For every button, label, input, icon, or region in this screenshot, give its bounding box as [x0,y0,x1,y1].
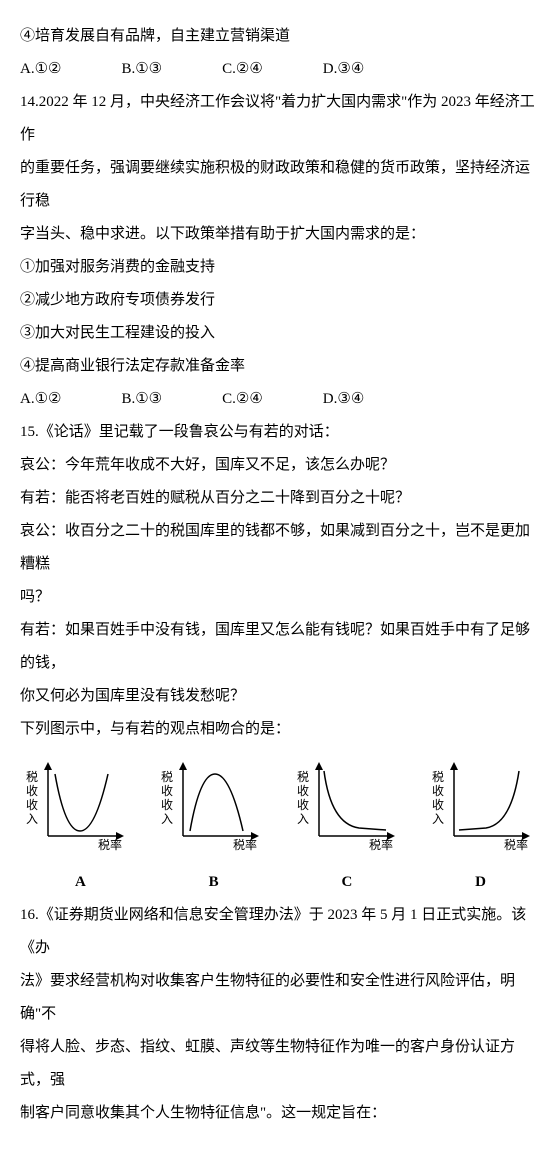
q15-prompt: 下列图示中，与有若的观点相吻合的是： [20,713,536,746]
q14-stem-3: 字当头、稳中求进。以下政策举措有助于扩大国内需求的是： [20,218,536,251]
q14-options: A.①② B.①③ C.②④ D.③④ [20,383,536,416]
q15-dialog-4b: 你又何必为国库里没有钱发愁呢？ [20,680,536,713]
chart-a-y1: 税 [26,770,38,784]
chart-d-svg: 税 收 收 入 税率 [426,756,536,851]
chart-b-y3: 收 [161,798,173,812]
q13-opt-c: C.②④ [222,53,263,86]
q15-dialog-2: 有若：能否将老百姓的赋税从百分之二十降到百分之十呢？ [20,482,536,515]
chart-d: 税 收 收 入 税率 [426,756,536,851]
chart-d-x: 税率 [504,837,528,851]
chart-d-y2: 收 [432,784,444,798]
chart-a-y4: 入 [26,812,38,826]
chart-c-y2: 收 [297,784,309,798]
chart-c-x: 税率 [369,837,393,851]
chart-c-y3: 收 [297,798,309,812]
q13-opt-b: B.①③ [121,53,162,86]
q14-stem-2: 的重要任务，强调要继续实施积极的财政政策和稳健的货币政策，坚持经济运行稳 [20,152,536,218]
chart-a-y3: 收 [26,798,38,812]
q16-l4: 制客户同意收集其个人生物特征信息"。这一规定旨在： [20,1097,536,1130]
q15-dialog-1: 哀公：今年荒年收成不大好，国库又不足，该怎么办呢？ [20,449,536,482]
chart-label-a: A [75,866,86,899]
q14-item3: ③加大对民生工程建设的投入 [20,317,536,350]
chart-c-y4: 入 [297,812,309,826]
chart-d-y4: 入 [432,812,444,826]
chart-d-y3: 收 [432,798,444,812]
q15-stem: 15.《论话》里记载了一段鲁哀公与有若的对话： [20,416,536,449]
q13-opt-a: A.①② [20,53,61,86]
chart-c-svg: 税 收 收 入 税率 [291,756,401,851]
chart-row: 税 收 收 入 税率 税 收 收 入 税率 税 收 [20,756,536,851]
q16-l2: 法》要求经营机构对收集客户生物特征的必要性和安全性进行风险评估，明确"不 [20,965,536,1031]
q15-dialog-3b: 吗？ [20,581,536,614]
chart-label-b: B [209,866,219,899]
q13-options: A.①② B.①③ C.②④ D.③④ [20,53,536,86]
chart-label-c: C [341,866,352,899]
q15-dialog-3a: 哀公：收百分之二十的税国库里的钱都不够，如果减到百分之十，岂不是更加糟糕 [20,515,536,581]
chart-a-x: 税率 [98,837,122,851]
chart-b: 税 收 收 入 税率 [155,756,265,851]
q16-l1: 16.《证券期货业网络和信息安全管理办法》于 2023 年 5 月 1 日正式实… [20,899,536,965]
chart-c: 税 收 收 入 税率 [291,756,401,851]
chart-b-y4: 入 [161,812,173,826]
chart-label-d: D [475,866,486,899]
q14-item2: ②减少地方政府专项债券发行 [20,284,536,317]
q14-opt-a: A.①② [20,383,61,416]
chart-label-row: A B C D [20,866,536,899]
q14-opt-c: C.②④ [222,383,263,416]
chart-c-y1: 税 [297,770,309,784]
q15-dialog-4a: 有若：如果百姓手中没有钱，国库里又怎么能有钱呢？如果百姓手中有了足够的钱， [20,614,536,680]
q14-opt-d: D.③④ [323,383,364,416]
chart-b-y1: 税 [161,770,173,784]
chart-a: 税 收 收 入 税率 [20,756,130,851]
chart-a-y2: 收 [26,784,38,798]
chart-b-y2: 收 [161,784,173,798]
chart-b-x: 税率 [233,837,257,851]
q14-stem-1: 14.2022 年 12 月，中央经济工作会议将"着力扩大国内需求"作为 202… [20,86,536,152]
q13-opt-d: D.③④ [323,53,364,86]
chart-b-svg: 税 收 收 入 税率 [155,756,265,851]
q13-item4: ④培育发展自有品牌，自主建立营销渠道 [20,20,536,53]
q16-l3: 得将人脸、步态、指纹、虹膜、声纹等生物特征作为唯一的客户身份认证方式，强 [20,1031,536,1097]
q14-item4: ④提高商业银行法定存款准备金率 [20,350,536,383]
q14-opt-b: B.①③ [121,383,162,416]
q14-item1: ①加强对服务消费的金融支持 [20,251,536,284]
chart-d-y1: 税 [432,770,444,784]
chart-a-svg: 税 收 收 入 税率 [20,756,130,851]
